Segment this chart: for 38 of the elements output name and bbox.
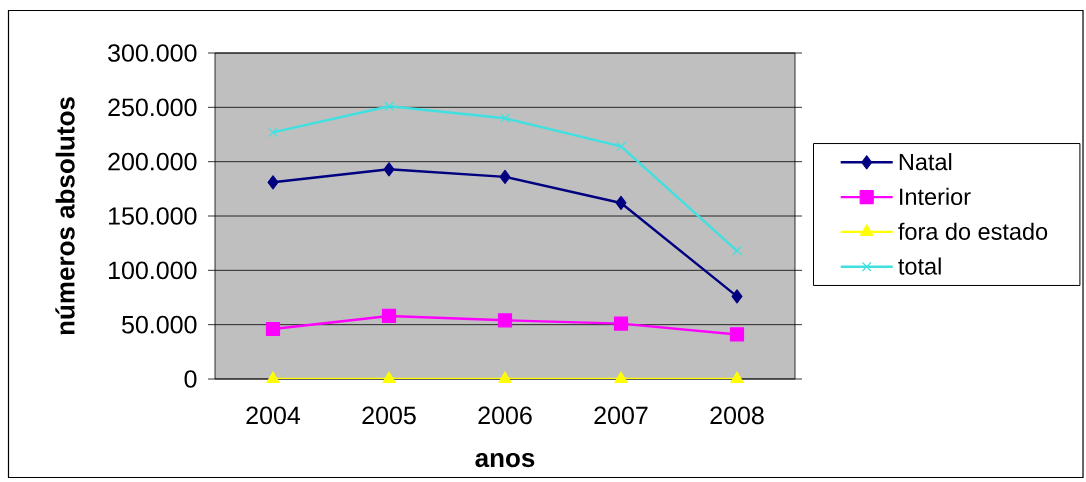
point — [731, 289, 743, 304]
x-tick-label: 2006 — [478, 406, 532, 425]
legend-label: fora do estado — [898, 222, 1048, 240]
point — [497, 313, 513, 328]
y-tick-label: 100.000 — [109, 261, 197, 280]
point — [266, 371, 280, 384]
y-tick-label: 50.000 — [122, 315, 197, 334]
point — [383, 162, 395, 177]
y-tick-label: 300.000 — [108, 44, 197, 62]
x-tick-label: 2005 — [362, 406, 416, 425]
x-tick-label: 2004 — [246, 406, 301, 425]
y-tick-label: 250.000 — [108, 98, 197, 117]
point — [613, 316, 629, 331]
y-tick-label: 0 — [184, 370, 197, 388]
legend-label: Natal — [899, 153, 952, 171]
point — [615, 195, 627, 211]
x-axis-title: anos — [475, 452, 535, 468]
legend-label: Interior — [900, 187, 971, 206]
point — [729, 327, 745, 342]
point — [614, 371, 628, 384]
point — [265, 321, 281, 337]
point — [268, 127, 278, 138]
point — [616, 141, 626, 152]
legend-label: total — [898, 257, 941, 275]
x-tick-label: 2007 — [594, 406, 648, 425]
point — [384, 101, 394, 112]
point — [499, 169, 511, 184]
point — [382, 371, 396, 384]
y-axis-title: números absolutos — [55, 97, 75, 335]
point — [267, 175, 279, 190]
point — [500, 113, 510, 124]
point — [381, 308, 397, 324]
point — [730, 371, 744, 384]
point — [498, 371, 512, 384]
y-tick-label: 200.000 — [108, 152, 197, 171]
x-tick-label: 2008 — [710, 406, 764, 425]
point — [732, 245, 742, 256]
y-tick-label: 150.000 — [109, 207, 197, 225]
